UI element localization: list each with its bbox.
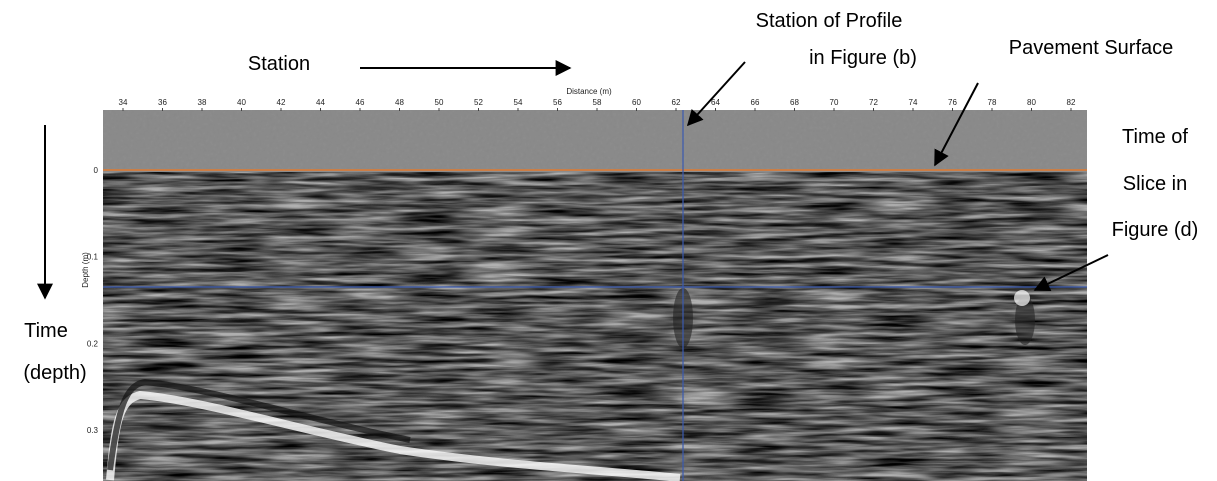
x-axis: 34 36 38 40 42 44 46 48 50 52 54 56 58 60 62 64 66 68 70 72… [119, 98, 1076, 111]
x-axis-label: Distance (m) [566, 87, 612, 96]
y-axis-label: Depth (m) [81, 252, 90, 288]
x-tick-label: 62 [672, 98, 681, 107]
annotation: Station of Profile [756, 10, 903, 32]
y-tick-label: 0.3 [87, 426, 99, 435]
radargram [103, 110, 1087, 481]
x-tick-label: 54 [514, 98, 523, 107]
x-tick-label: 50 [435, 98, 444, 107]
arrow [1033, 254, 1109, 291]
x-tick-label: 34 [119, 98, 128, 107]
annotation: Slice in [1123, 173, 1187, 195]
annotation: Pavement Surface [1009, 37, 1174, 59]
annotation: Time [24, 320, 68, 342]
x-tick-label: 40 [237, 98, 246, 107]
annotation: (depth) [23, 362, 86, 384]
x-tick-label: 38 [198, 98, 207, 107]
arrow [934, 82, 979, 167]
x-tick-label: 64 [711, 98, 720, 107]
x-tick-label: 70 [830, 98, 839, 107]
x-tick-label: 48 [395, 98, 404, 107]
x-tick-label: 46 [356, 98, 365, 107]
x-tick-label: 42 [277, 98, 286, 107]
x-tick-label: 78 [988, 98, 997, 107]
x-tick-label: 58 [593, 98, 602, 107]
x-tick-label: 74 [909, 98, 918, 107]
x-tick-label: 36 [158, 98, 167, 107]
x-tick-label: 52 [474, 98, 483, 107]
arrow [686, 61, 746, 127]
x-tick-label: 76 [948, 98, 957, 107]
x-tick-label: 72 [869, 98, 878, 107]
y-axis: 0 0.1 0.2 0.3 [87, 166, 99, 435]
x-tick-label: 80 [1027, 98, 1036, 107]
x-tick-label: 44 [316, 98, 325, 107]
y-tick-label: 0.2 [87, 339, 99, 348]
x-tick-label: 66 [751, 98, 760, 107]
annotation: Time of [1122, 126, 1188, 148]
x-tick-label: 56 [553, 98, 562, 107]
y-tick-label: 0 [94, 166, 99, 175]
x-tick-label: 60 [632, 98, 641, 107]
x-tick-label: 82 [1067, 98, 1076, 107]
annotation: in Figure (b) [809, 47, 917, 69]
y-tick-label: 0.1 [87, 253, 99, 262]
x-tick-label: 68 [790, 98, 799, 107]
annotation: Station [248, 53, 310, 75]
annotation: Figure (d) [1112, 219, 1199, 241]
